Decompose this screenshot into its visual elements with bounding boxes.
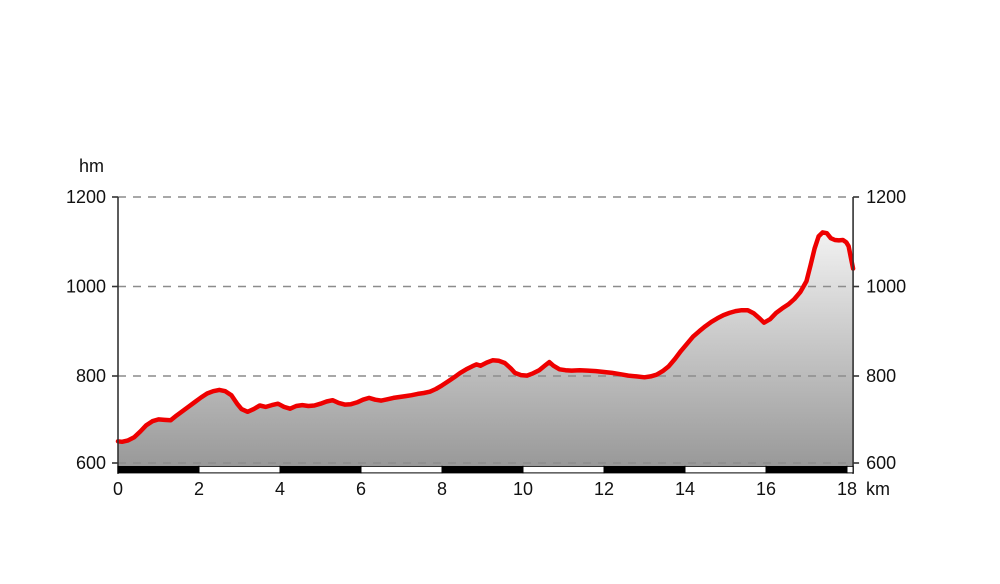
y-tick-label-right-600: 600	[866, 453, 896, 473]
x-tick-label-8: 8	[437, 479, 447, 499]
x-tick-label-6: 6	[356, 479, 366, 499]
scale-bar-segment-0km	[117, 465, 200, 474]
x-tick-label-0: 0	[113, 479, 123, 499]
scale-bar-segment-8km	[441, 465, 524, 474]
y-axis-labels-right: 600 800 1000 1200	[866, 187, 906, 473]
scale-bar-segment-2km	[198, 465, 281, 474]
x-tick-label-4: 4	[275, 479, 285, 499]
y-axis-unit-label: hm	[79, 156, 104, 176]
scale-bar-segment-16km	[765, 465, 848, 474]
y-tick-label-left-1000: 1000	[66, 277, 106, 297]
scale-bar-segment-14km	[684, 465, 767, 474]
scale-bar-segment-10km	[522, 465, 605, 474]
y-axis-labels-left: 600 800 1000 1200	[66, 187, 106, 473]
elevation-line	[115, 230, 856, 445]
x-tick-label-12: 12	[594, 479, 614, 499]
y-tick-label-right-1000: 1000	[866, 277, 906, 297]
y-tick-label-left-1200: 1200	[66, 187, 106, 207]
y-tick-label-left-600: 600	[76, 453, 106, 473]
y-tick-label-left-800: 800	[76, 366, 106, 386]
scale-bar-segment-6km	[360, 465, 443, 474]
x-tick-label-16: 16	[756, 479, 776, 499]
scale-bar-segment-4km	[279, 465, 362, 474]
area-under-profile	[118, 232, 854, 466]
x-axis-labels: 0 2 4 6 8 10 12 14 16 18	[113, 479, 857, 499]
distance-scale-bar	[117, 465, 854, 474]
x-tick-label-2: 2	[194, 479, 204, 499]
x-tick-label-18: 18	[837, 479, 857, 499]
x-tick-label-14: 14	[675, 479, 695, 499]
x-axis-unit-label: km	[866, 479, 890, 499]
scale-bar-segment-18km	[846, 465, 854, 474]
profile-line	[115, 230, 856, 445]
scale-bar-segment-12km	[603, 465, 686, 474]
axes	[112, 196, 860, 474]
y-tick-label-right-1200: 1200	[866, 187, 906, 207]
y-tick-label-right-800: 800	[866, 366, 896, 386]
profile-area-fill	[118, 232, 854, 466]
x-tick-label-10: 10	[513, 479, 533, 499]
gridlines	[118, 196, 854, 464]
